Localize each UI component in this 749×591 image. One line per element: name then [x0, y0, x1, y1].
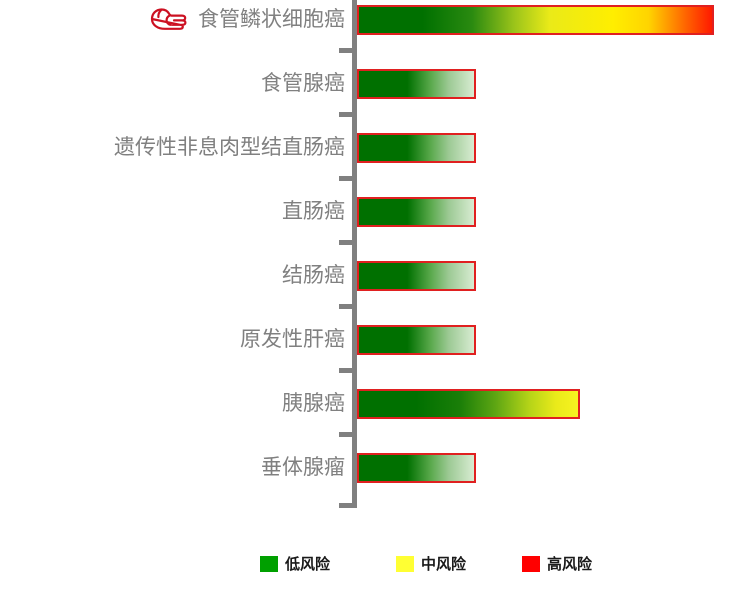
category-label-text: 胰腺癌	[282, 392, 345, 416]
y-axis-tick	[339, 176, 352, 181]
bar-3	[357, 197, 476, 227]
category-label-text: 垂体腺瘤	[261, 456, 345, 480]
y-axis-tick	[339, 368, 352, 373]
category-label-1: 食管腺癌	[0, 69, 345, 99]
legend-item-high-risk: 高风险	[522, 553, 592, 577]
chart-legend: 低风险 中风险 高风险	[0, 553, 749, 579]
y-axis-tick	[339, 112, 352, 117]
y-axis-tick	[339, 304, 352, 309]
y-axis-line	[352, 0, 357, 508]
legend-swatch-low-risk	[260, 556, 278, 573]
y-axis-tick	[339, 48, 352, 53]
y-axis-tick	[339, 432, 352, 437]
bar-5	[357, 325, 476, 355]
category-label-6: 胰腺癌	[0, 389, 345, 419]
category-label-text: 食管腺癌	[261, 72, 345, 96]
category-label-text: 直肠癌	[282, 200, 345, 224]
category-label-2: 遗传性非息肉型结直肠癌	[0, 133, 345, 163]
category-label-text: 遗传性非息肉型结直肠癌	[114, 136, 345, 160]
legend-label-high-risk: 高风险	[547, 556, 593, 574]
category-label-text: 结肠癌	[282, 264, 345, 288]
bar-4	[357, 261, 476, 291]
legend-swatch-high-risk	[522, 556, 540, 573]
category-label-5: 原发性肝癌	[0, 325, 345, 355]
bar-2	[357, 133, 476, 163]
category-label-text: 原发性肝癌	[240, 328, 345, 352]
category-label-text: 食管鳞状细胞癌	[198, 8, 345, 32]
y-axis-base-tick	[339, 503, 357, 508]
bar-7	[357, 453, 476, 483]
pointing-hand-icon	[148, 6, 192, 32]
y-axis-tick	[339, 240, 352, 245]
legend-label-low-risk: 低风险	[285, 556, 331, 574]
bar-1	[357, 69, 476, 99]
legend-item-medium-risk: 中风险	[396, 553, 466, 577]
category-label-4: 结肠癌	[0, 261, 345, 291]
legend-item-low-risk: 低风险	[260, 553, 330, 577]
category-label-7: 垂体腺瘤	[0, 453, 345, 483]
category-label-3: 直肠癌	[0, 197, 345, 227]
bar-6	[357, 389, 580, 419]
bar-0	[357, 5, 714, 35]
legend-swatch-medium-risk	[396, 556, 414, 573]
legend-label-medium-risk: 中风险	[421, 556, 467, 574]
category-label-0: 食管鳞状细胞癌	[0, 5, 345, 35]
